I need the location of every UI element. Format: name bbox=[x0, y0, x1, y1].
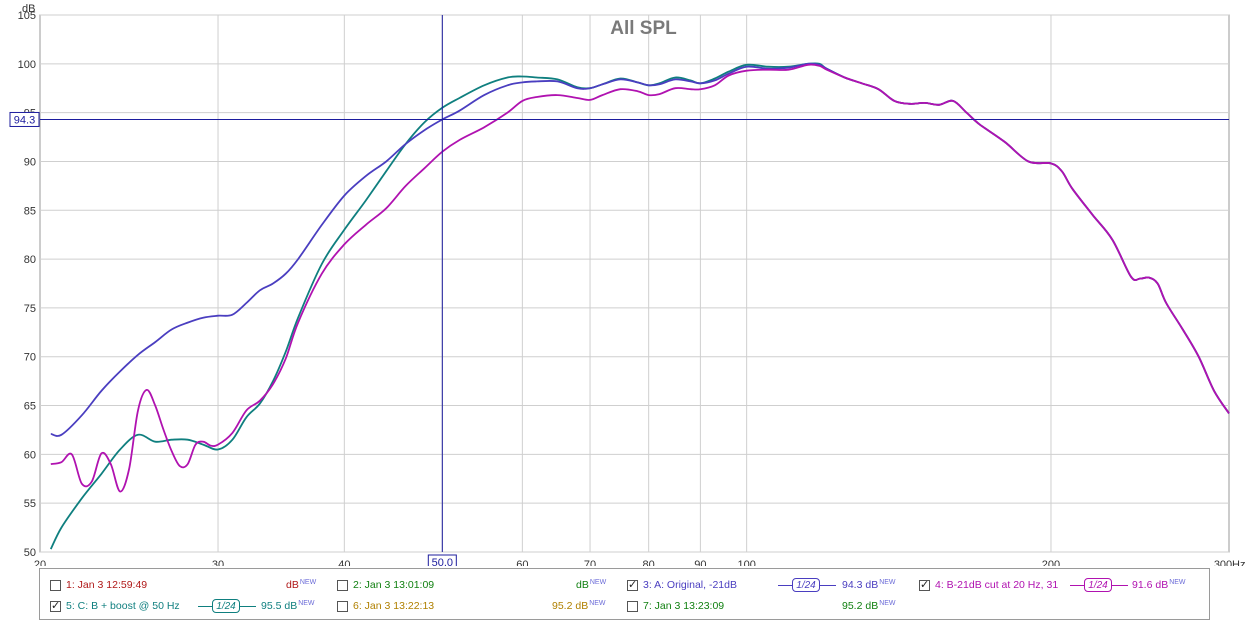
x-tick-label: 200 bbox=[1042, 559, 1060, 566]
y-tick-label: 85 bbox=[24, 205, 36, 217]
new-badge: NEW bbox=[299, 579, 317, 586]
new-badge: NEW bbox=[1169, 579, 1186, 586]
legend-value: dBNEW bbox=[576, 579, 607, 591]
measurement-legend: 1: Jan 3 12:59:49 dBNEW 2: Jan 3 13:01:09 d… bbox=[39, 568, 1210, 620]
legend-checkbox[interactable] bbox=[627, 601, 638, 612]
plot-area bbox=[39, 14, 1230, 553]
cursor-x-readout-box bbox=[427, 554, 457, 566]
x-tick-label: 100 bbox=[737, 559, 755, 566]
x-tick-label: 300 bbox=[1214, 559, 1232, 566]
smoothing-label: 1/24 bbox=[792, 578, 820, 592]
x-tick-label: 40 bbox=[338, 559, 350, 566]
new-badge: NEW bbox=[298, 600, 315, 607]
smoothing-indicator[interactable]: 1/24 bbox=[1070, 578, 1128, 593]
cursor-x-readout: 50.0 bbox=[432, 557, 453, 566]
x-axis-unit: Hz bbox=[1232, 559, 1245, 566]
legend-label: 3: A: Original, -21dB bbox=[643, 579, 737, 591]
cursor-y-readout-box bbox=[9, 111, 40, 127]
y-tick-label: 70 bbox=[24, 352, 36, 364]
legend-checkbox[interactable] bbox=[50, 580, 61, 591]
legend-value: 95.2 dBNEW bbox=[842, 600, 896, 612]
legend-label: 1: Jan 3 12:59:49 bbox=[66, 579, 148, 591]
y-tick-label: 80 bbox=[24, 254, 36, 266]
cursor-y-readout: 94.3 bbox=[14, 114, 35, 126]
legend-value: dBNEW bbox=[286, 579, 317, 591]
legend-value: 95.5 dBNEW bbox=[261, 600, 315, 612]
legend-row: ✓ 5: C: B + boost @ 50 Hz 1/24 95.5 dBNEW 6:… bbox=[40, 597, 1209, 617]
legend-label: 2: Jan 3 13:01:09 bbox=[353, 579, 435, 591]
checkmark-icon: ✓ bbox=[628, 579, 638, 591]
legend-checkbox[interactable] bbox=[337, 601, 348, 612]
y-tick-label: 105 bbox=[18, 10, 36, 22]
legend-row: 1: Jan 3 12:59:49 dBNEW 2: Jan 3 13:01:09 d… bbox=[40, 576, 1209, 596]
smoothing-indicator[interactable]: 1/24 bbox=[778, 578, 836, 593]
new-badge: NEW bbox=[879, 600, 896, 607]
smoothing-label: 1/24 bbox=[212, 599, 240, 613]
legend-checkbox[interactable]: ✓ bbox=[627, 579, 638, 591]
legend-value: 95.2 dBNEW bbox=[552, 600, 606, 612]
checkmark-icon: ✓ bbox=[51, 600, 61, 612]
x-tick-label: 90 bbox=[694, 559, 706, 566]
legend-label: 5: C: B + boost @ 50 Hz bbox=[66, 600, 180, 612]
legend-checkbox[interactable] bbox=[337, 580, 348, 591]
legend-value: 94.3 dBNEW bbox=[842, 579, 896, 591]
legend-checkbox[interactable]: ✓ bbox=[50, 600, 61, 612]
legend-label: 7: Jan 3 13:23:09 bbox=[643, 600, 725, 612]
x-tick-label: 80 bbox=[643, 559, 655, 566]
x-tick-label: 70 bbox=[584, 559, 596, 566]
checkmark-icon: ✓ bbox=[920, 579, 930, 591]
x-tick-label: 60 bbox=[516, 559, 528, 566]
new-badge: NEW bbox=[879, 579, 896, 586]
new-badge: NEW bbox=[589, 600, 606, 607]
legend-label: 4: B-21dB cut at 20 Hz, 31 bbox=[935, 579, 1059, 591]
x-tick-label: 20 bbox=[34, 559, 46, 566]
y-tick-label: 90 bbox=[24, 156, 36, 168]
legend-value: 91.6 dBNEW bbox=[1132, 579, 1186, 591]
new-badge: NEW bbox=[589, 579, 607, 586]
y-axis-label: dB bbox=[22, 3, 35, 15]
legend-checkbox[interactable]: ✓ bbox=[919, 579, 930, 591]
y-tick-label: 60 bbox=[24, 449, 36, 461]
series-line-4[interactable] bbox=[50, 63, 1230, 493]
legend-label: 6: Jan 3 13:22:13 bbox=[353, 600, 435, 612]
x-tick-label: 30 bbox=[212, 559, 224, 566]
smoothing-indicator[interactable]: 1/24 bbox=[198, 599, 256, 614]
chart-title: All SPL bbox=[610, 18, 677, 39]
y-tick-label: 75 bbox=[24, 303, 36, 315]
y-tick-label: 65 bbox=[24, 401, 36, 413]
spl-chart[interactable]: 5055606570758085909510010520304060708090… bbox=[0, 0, 1248, 566]
y-tick-label: 50 bbox=[24, 547, 36, 559]
y-tick-label: 55 bbox=[24, 498, 36, 510]
smoothing-label: 1/24 bbox=[1084, 578, 1112, 592]
y-tick-label: 100 bbox=[18, 59, 36, 71]
